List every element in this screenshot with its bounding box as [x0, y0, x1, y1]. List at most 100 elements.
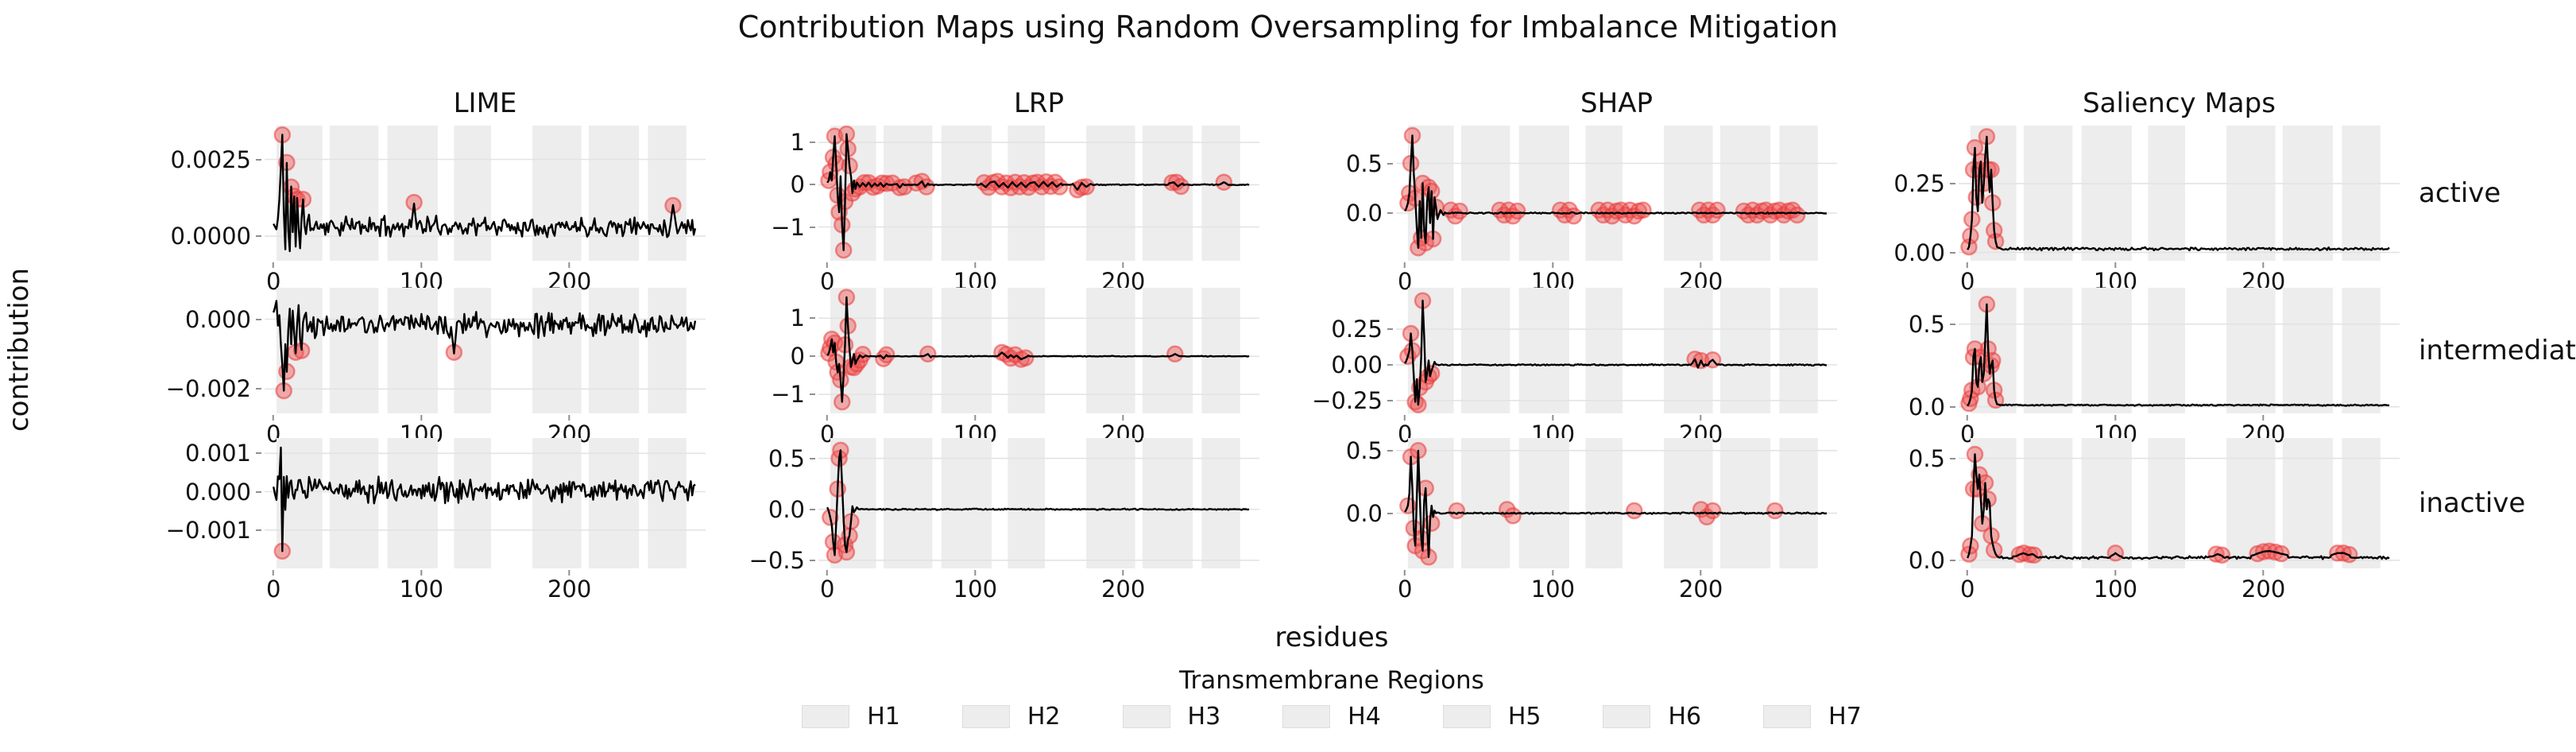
- legend-label: H1: [867, 703, 900, 731]
- contribution-line: [1967, 453, 2390, 560]
- tm-band-h7: [1201, 288, 1240, 413]
- highlight-marker: [1172, 177, 1190, 196]
- contribution-line: [826, 296, 1250, 403]
- tm-band-h3: [2081, 126, 2132, 261]
- tm-band-h7: [1779, 438, 1818, 568]
- legend-label: H2: [1027, 703, 1061, 731]
- x-tick-label: 0: [1960, 570, 1975, 603]
- x-axis-label: residues: [1274, 622, 1389, 653]
- row-label-active: active: [2419, 177, 2501, 209]
- y-tick-label: 0.00: [1816, 239, 1955, 266]
- legend-label: H5: [1507, 703, 1541, 731]
- tm-band-h7: [1779, 288, 1818, 413]
- y-tick-label: 1: [675, 129, 815, 156]
- tm-band-h3: [2081, 288, 2132, 413]
- tm-band-h2: [883, 438, 933, 568]
- highlight-marker: [1634, 201, 1652, 219]
- y-tick-label: −0.25: [1253, 387, 1393, 414]
- tm-band-h3: [1518, 288, 1569, 413]
- y-tick-label: 0.0: [1253, 500, 1393, 527]
- tm-band-h5: [2226, 126, 2276, 261]
- plot-area: [1959, 288, 2400, 413]
- tm-band-h7: [648, 288, 687, 413]
- tm-band-h2: [329, 438, 379, 568]
- legend-item-h2: H2: [961, 703, 1061, 731]
- y-tick-label: 0.0: [1253, 200, 1393, 227]
- tm-band-h2: [2023, 288, 2073, 413]
- plot-area: [265, 288, 706, 413]
- x-tick-label: 100: [1531, 570, 1575, 603]
- x-tick-label: 200: [1101, 570, 1145, 603]
- legend-title: Transmembrane Regions: [1179, 666, 1484, 695]
- legend-swatch-icon: [1122, 705, 1170, 728]
- y-tick-label: 0.5: [675, 445, 815, 472]
- highlight-marker: [1708, 201, 1726, 219]
- subplot-lime-inactive: [265, 438, 706, 568]
- contribution-line: [826, 133, 1250, 251]
- tm-band-h3: [1518, 126, 1569, 261]
- highlight-marker: [1788, 206, 1806, 224]
- highlight-marker: [1704, 502, 1722, 520]
- subplot-saliency-maps-intermediate: [1959, 288, 2400, 413]
- highlight-marker: [1565, 207, 1583, 225]
- tm-band-h7: [1779, 126, 1818, 261]
- tm-band-h4: [454, 126, 491, 261]
- highlight-marker: [1050, 178, 1069, 196]
- tm-band-h7: [2342, 126, 2381, 261]
- y-tick-label: 0.5: [1253, 437, 1393, 464]
- legend-swatch-icon: [961, 705, 1010, 728]
- tm-band-h6: [1142, 438, 1193, 568]
- tm-band-h2: [329, 288, 379, 413]
- subplot-saliency-maps-inactive: [1959, 438, 2400, 568]
- contribution-line: [1967, 135, 2390, 252]
- subplot-shap-inactive: [1396, 438, 1837, 568]
- plot-area: [1396, 438, 1837, 568]
- highlight-marker: [1766, 502, 1784, 520]
- tm-band-h4: [454, 438, 491, 568]
- tm-band-h7: [648, 438, 687, 568]
- plot-area: [265, 126, 706, 261]
- contribution-line: [826, 449, 1250, 556]
- contribution-line: [273, 300, 697, 392]
- contribution-line: [273, 134, 697, 253]
- plot-area: [1396, 288, 1837, 413]
- x-tick-label: 200: [1679, 570, 1723, 603]
- plot-area: [265, 438, 706, 568]
- y-tick-label: 1: [675, 304, 815, 331]
- y-tick-label: 0.000: [122, 479, 261, 506]
- tm-band-h6: [2282, 438, 2334, 568]
- x-tick-label: 0: [820, 570, 834, 603]
- tm-band-h7: [2342, 288, 2381, 413]
- legend-item-h7: H7: [1763, 703, 1862, 731]
- tm-band-h6: [2282, 126, 2334, 261]
- tm-band-h4: [1008, 438, 1045, 568]
- tm-band-h5: [1086, 438, 1135, 568]
- tm-band-h6: [1719, 438, 1771, 568]
- y-tick-label: −0.5: [675, 547, 815, 574]
- plot-area: [818, 288, 1259, 413]
- tm-band-h5: [1664, 126, 1713, 261]
- y-tick-label: 0.5: [1816, 311, 1955, 338]
- y-tick-label: 0.000: [122, 306, 261, 333]
- y-tick-label: 0: [675, 343, 815, 370]
- legend-item-h1: H1: [802, 703, 900, 731]
- tm-band-h4: [1585, 438, 1623, 568]
- legend-swatch-icon: [1442, 705, 1491, 728]
- legend-item-h4: H4: [1282, 703, 1381, 731]
- highlight-marker: [1508, 202, 1526, 220]
- x-tick-label: 200: [2241, 570, 2285, 603]
- x-tick-label: 200: [547, 570, 591, 603]
- tm-band-h5: [532, 288, 582, 413]
- tm-band-h4: [454, 288, 491, 413]
- legend-swatch-icon: [1603, 705, 1651, 728]
- tm-band-h6: [2282, 288, 2334, 413]
- x-tick-label: 0: [1398, 570, 1412, 603]
- tm-band-h2: [1460, 126, 1510, 261]
- y-tick-label: 0.00: [1253, 351, 1393, 378]
- tm-band-h3: [1518, 438, 1569, 568]
- highlight-marker: [1451, 202, 1468, 220]
- tm-band-h7: [648, 126, 687, 261]
- tm-band-h2: [2023, 126, 2073, 261]
- highlight-marker: [1626, 502, 1643, 520]
